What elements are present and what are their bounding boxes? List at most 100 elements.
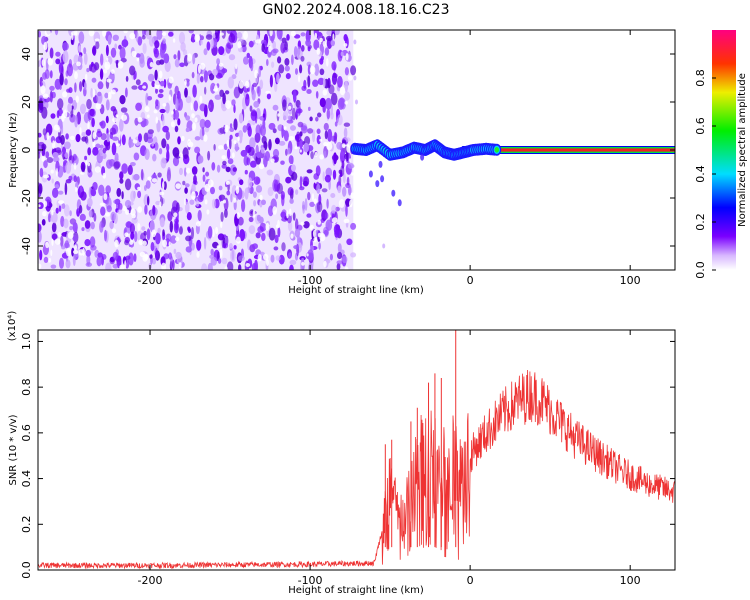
noise-speck bbox=[119, 118, 124, 132]
y-tick-label: 0.2 bbox=[20, 516, 33, 534]
noise-gap bbox=[158, 70, 163, 79]
noise-speck bbox=[253, 176, 261, 185]
noise-gap bbox=[344, 101, 348, 105]
noise-gap bbox=[76, 61, 81, 67]
noise-speck bbox=[210, 38, 214, 49]
noise-speck bbox=[305, 39, 311, 47]
noise-gap bbox=[132, 139, 138, 144]
noise-gap bbox=[218, 145, 224, 150]
noise-speck bbox=[159, 217, 165, 228]
noise-speck bbox=[244, 169, 248, 175]
noise-speck bbox=[165, 102, 170, 114]
noise-speck bbox=[105, 262, 112, 270]
noise-speck bbox=[323, 122, 329, 131]
noise-speck bbox=[275, 193, 279, 200]
noise-speck bbox=[199, 103, 207, 112]
noise-speck bbox=[257, 86, 261, 97]
noise-speck bbox=[292, 212, 296, 221]
noise-gap bbox=[111, 69, 115, 74]
noise-speck bbox=[79, 81, 83, 92]
noise-speck bbox=[72, 253, 76, 266]
colorbar-tick-label: 0.2 bbox=[694, 213, 707, 231]
noise-speck bbox=[204, 119, 211, 128]
noise-gap bbox=[270, 158, 275, 163]
noise-speck bbox=[105, 99, 110, 111]
noise-speck bbox=[346, 238, 353, 246]
noise-speck bbox=[124, 236, 130, 244]
noise-gap bbox=[259, 194, 263, 201]
noise-speck bbox=[292, 89, 297, 103]
noise-speck bbox=[316, 183, 321, 194]
noise-gap bbox=[103, 69, 108, 74]
noise-gap bbox=[233, 140, 237, 145]
noise-speck bbox=[141, 35, 146, 40]
trace-scatter bbox=[380, 175, 385, 183]
colorbar-tick-label: 0.6 bbox=[694, 117, 707, 135]
noise-gap bbox=[338, 199, 345, 208]
noise-gap bbox=[123, 30, 128, 34]
noise-speck bbox=[61, 66, 64, 77]
noise-speck bbox=[261, 199, 266, 206]
noise-speck bbox=[133, 253, 137, 262]
noise-speck bbox=[266, 93, 271, 100]
noise-speck bbox=[281, 242, 286, 252]
snr-y-multiplier: (x10⁴) bbox=[7, 311, 18, 342]
noise-speck bbox=[307, 191, 311, 201]
noise-speck bbox=[229, 127, 235, 132]
noise-speck bbox=[194, 146, 201, 154]
noise-gap bbox=[104, 61, 111, 70]
noise-speck bbox=[62, 42, 69, 51]
noise-speck bbox=[255, 232, 261, 239]
noise-speck bbox=[84, 81, 87, 91]
noise-speck bbox=[216, 58, 221, 65]
noise-speck bbox=[227, 158, 234, 165]
trace-scatter bbox=[391, 189, 396, 197]
noise-speck bbox=[248, 216, 254, 223]
noise-speck bbox=[106, 205, 112, 213]
noise-speck bbox=[199, 118, 206, 129]
noise-speck bbox=[331, 204, 337, 214]
noise-speck bbox=[307, 249, 314, 261]
noise-speck bbox=[193, 100, 199, 112]
noise-speck bbox=[331, 61, 337, 71]
noise-speck bbox=[177, 50, 181, 61]
noise-speck bbox=[125, 75, 129, 82]
noise-gap bbox=[67, 231, 74, 239]
noise-speck bbox=[140, 168, 144, 181]
noise-speck bbox=[45, 151, 50, 159]
noise-speck bbox=[43, 256, 49, 263]
noise-speck bbox=[191, 227, 194, 240]
noise-speck bbox=[85, 262, 93, 267]
noise-gap bbox=[51, 238, 54, 246]
noise-speck bbox=[138, 133, 142, 143]
noise-gap bbox=[95, 103, 102, 110]
noise-gap bbox=[43, 200, 48, 208]
noise-speck bbox=[285, 148, 288, 156]
noise-gap bbox=[124, 232, 129, 237]
noise-gap bbox=[161, 31, 167, 36]
noise-speck bbox=[227, 30, 231, 34]
noise-speck bbox=[289, 259, 297, 266]
noise-speck bbox=[133, 152, 140, 161]
noise-speck bbox=[343, 122, 351, 127]
noise-speck bbox=[244, 187, 249, 200]
noise-speck bbox=[274, 234, 279, 244]
noise-gap bbox=[344, 266, 349, 270]
noise-gap bbox=[42, 211, 47, 217]
noise-gap bbox=[319, 37, 323, 43]
noise-speck bbox=[326, 108, 331, 120]
noise-speck bbox=[167, 211, 173, 222]
noise-gap bbox=[277, 113, 280, 117]
noise-speck bbox=[133, 173, 140, 181]
noise-speck bbox=[158, 148, 163, 155]
noise-gap bbox=[258, 163, 265, 170]
noise-speck bbox=[221, 257, 228, 265]
noise-speck bbox=[319, 68, 325, 76]
noise-speck bbox=[185, 115, 191, 121]
noise-speck bbox=[119, 171, 124, 180]
noise-speck bbox=[149, 220, 155, 233]
noise-gap bbox=[309, 65, 316, 75]
noise-speck bbox=[170, 235, 177, 244]
noise-speck bbox=[100, 53, 104, 66]
noise-speck bbox=[121, 134, 126, 146]
